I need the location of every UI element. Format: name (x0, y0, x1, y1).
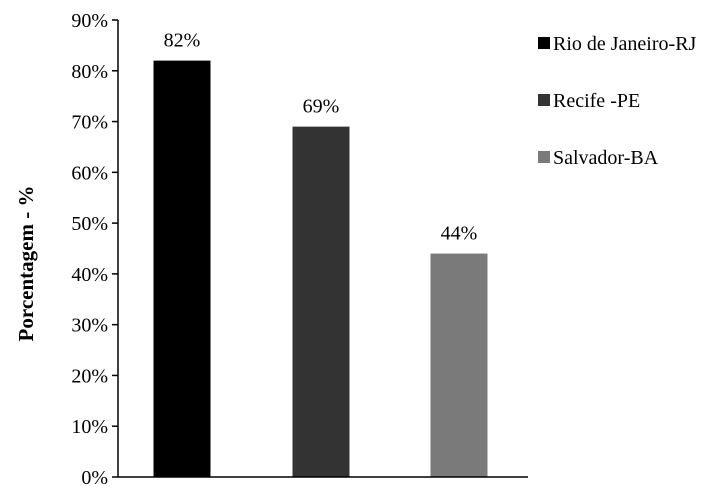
y-tick-label: 0% (81, 467, 108, 486)
data-label: 44% (441, 223, 478, 245)
bar (153, 60, 211, 477)
y-tick-label: 60% (71, 162, 108, 184)
legend-item: Recife -PE (538, 90, 640, 112)
y-tick-label: 80% (71, 61, 108, 83)
y-tick-label: 50% (71, 213, 108, 235)
y-tick-label: 20% (71, 365, 108, 387)
legend-swatch (538, 151, 550, 163)
y-axis-ticks: 0% 10% 20% 30% 40% 50% 60% 70% 80% 90% (71, 10, 118, 486)
y-axis-title: Porcentagem - % (14, 186, 38, 342)
data-label: 69% (303, 96, 340, 118)
legend-label: Salvador-BA (553, 147, 659, 169)
legend-item: Salvador-BA (538, 147, 659, 169)
legend-swatch (538, 37, 550, 49)
legend-label: Recife -PE (553, 90, 640, 112)
y-tick-label: 70% (71, 112, 108, 134)
legend-swatch (538, 94, 550, 106)
bars (153, 60, 488, 477)
y-tick-label: 30% (71, 315, 108, 337)
y-tick-label: 40% (71, 264, 108, 286)
legend-item: Rio de Janeiro-RJ (538, 33, 697, 55)
y-tick-label: 90% (71, 10, 108, 32)
legend: Rio de Janeiro-RJ Recife -PE Salvador-BA (538, 33, 697, 169)
bar (292, 126, 350, 477)
legend-label: Rio de Janeiro-RJ (553, 33, 697, 55)
data-label: 82% (164, 30, 201, 52)
y-tick-label: 10% (71, 416, 108, 438)
data-labels: 82% 69% 44% (164, 30, 478, 245)
bar (430, 253, 488, 477)
